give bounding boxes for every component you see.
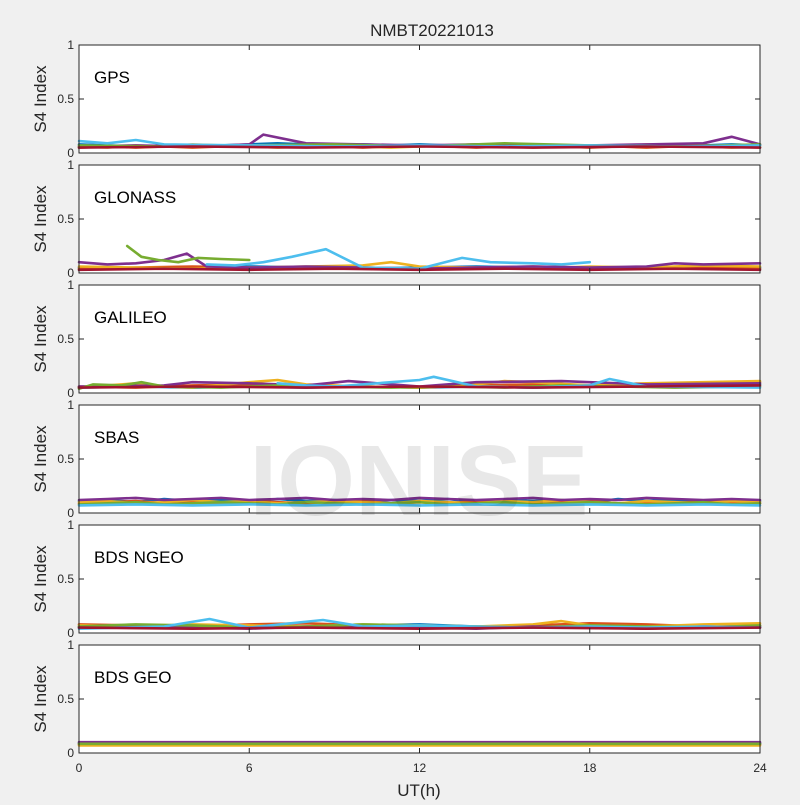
y-tick-label: 1 xyxy=(67,158,74,172)
y-axis-label: S4 Index xyxy=(31,425,50,493)
y-tick-label: 1 xyxy=(67,398,74,412)
y-tick-label: 0.5 xyxy=(57,452,74,466)
series-line xyxy=(125,244,251,264)
x-tick-label: 18 xyxy=(583,761,597,775)
panel-series-group xyxy=(77,617,762,631)
y-tick-label: 0 xyxy=(67,746,74,760)
y-axis-label: S4 Index xyxy=(31,305,50,373)
panel-gps: 0 0.5 1 S4 Index GPS xyxy=(31,38,762,160)
series-line xyxy=(77,496,762,502)
y-tick-label: 1 xyxy=(67,278,74,292)
panel-label: SBAS xyxy=(94,428,139,447)
y-axis-label: S4 Index xyxy=(31,185,50,253)
y-tick-label: 1 xyxy=(67,38,74,52)
y-tick-label: 0.5 xyxy=(57,92,74,106)
watermark: IONISE xyxy=(250,425,589,537)
panels-layer: 0 0.5 1 S4 Index GPS 0 0.5 1 S4 Index GLONASS 0 0.5… xyxy=(31,38,767,775)
panel-plot-area xyxy=(79,525,760,633)
y-tick-label: 0 xyxy=(67,146,74,160)
y-axis-label: S4 Index xyxy=(31,65,50,133)
y-tick-label: 1 xyxy=(67,638,74,652)
panel-label: GALILEO xyxy=(94,308,167,327)
panel-series-group xyxy=(77,740,762,747)
panel-label: GLONASS xyxy=(94,188,176,207)
series-line xyxy=(77,384,762,389)
panel-plot-area xyxy=(79,45,760,153)
y-tick-label: 0.5 xyxy=(57,572,74,586)
y-tick-label: 1 xyxy=(67,518,74,532)
y-tick-label: 0.5 xyxy=(57,692,74,706)
x-tick-label: 24 xyxy=(753,761,767,775)
panel-label: BDS NGEO xyxy=(94,548,184,567)
y-tick-label: 0.5 xyxy=(57,212,74,226)
panel-glonass: 0 0.5 1 S4 Index GLONASS xyxy=(31,158,762,280)
y-axis-label: S4 Index xyxy=(31,545,50,613)
series-line xyxy=(77,145,762,149)
panel-plot-area xyxy=(79,285,760,393)
x-axis-label: UT(h) xyxy=(397,781,440,800)
panel-galileo: 0 0.5 1 S4 Index GALILEO xyxy=(31,278,762,400)
panel-series-group xyxy=(77,133,762,149)
y-tick-label: 0 xyxy=(67,626,74,640)
panel-plot-area xyxy=(79,645,760,753)
panel-bds-geo: 0 0.5 1 0 6 12 18 24 S4 Index BDS GEO xyxy=(31,638,767,775)
panel-bds-ngeo: 0 0.5 1 S4 Index BDS NGEO xyxy=(31,518,762,640)
panel-label: BDS GEO xyxy=(94,668,171,687)
panel-plot-area xyxy=(79,405,760,513)
x-tick-label: 12 xyxy=(413,761,427,775)
series-line xyxy=(77,503,762,507)
y-tick-label: 0.5 xyxy=(57,332,74,346)
y-tick-label: 0 xyxy=(67,266,74,280)
x-tick-label: 6 xyxy=(246,761,253,775)
y-tick-label: 0 xyxy=(67,386,74,400)
panel-plot-area xyxy=(79,165,760,273)
chart-title: NMBT20221013 xyxy=(370,21,494,40)
y-tick-label: 0 xyxy=(67,506,74,520)
x-tick-label: 0 xyxy=(76,761,83,775)
series-line xyxy=(77,379,762,388)
y-axis-label: S4 Index xyxy=(31,665,50,733)
panel-series-group xyxy=(77,375,762,391)
panel-label: GPS xyxy=(94,68,130,87)
panel-series-group xyxy=(77,496,762,507)
panel-sbas: 0 0.5 1 S4 Index SBAS xyxy=(31,398,762,520)
